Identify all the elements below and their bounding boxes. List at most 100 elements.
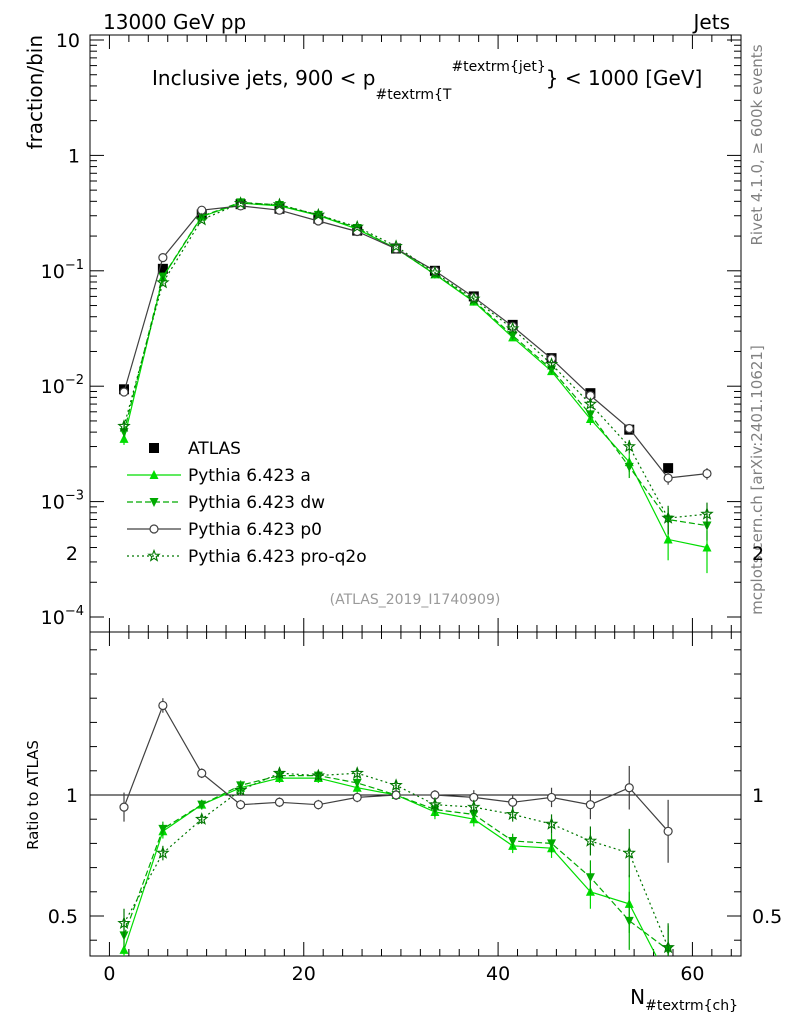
data-point — [350, 219, 364, 233]
series-pythia-6-423-a — [119, 198, 712, 574]
series-pythia-6-423-p0 — [119, 698, 673, 863]
data-point — [467, 800, 481, 813]
data-point — [544, 816, 559, 830]
data-point — [119, 802, 129, 812]
main-title: Inclusive jets, 900 < p#textrm{T#textrm{… — [152, 59, 702, 103]
data-point — [197, 768, 207, 778]
legend-label: Pythia 6.423 pro-q2o — [188, 547, 367, 567]
x-tick-label: 60 — [680, 963, 704, 985]
data-point — [119, 387, 129, 397]
data-point — [624, 423, 634, 434]
data-point — [508, 836, 518, 846]
data-point — [702, 542, 712, 552]
legend-marker — [149, 443, 159, 453]
data-point — [505, 807, 520, 821]
data-point — [311, 768, 326, 782]
source-label: mcplots.cern.ch [arXiv:2401.10621] — [748, 345, 766, 615]
ratio-y-tick-label-right: 1 — [752, 785, 764, 807]
ratio-y-tick-label: 0.5 — [48, 906, 78, 928]
data-point — [661, 510, 675, 524]
data-point — [197, 212, 207, 222]
legend: ATLAS Pythia 6.423 a Pythia 6.423 dw Pythia… — [127, 439, 367, 567]
data-point — [585, 873, 595, 883]
title-tail: } < 1000 [GeV] — [546, 66, 703, 90]
series-pythia-6-423-pro-q2o — [117, 196, 714, 535]
main-y-tick-label: 10−4 — [41, 604, 84, 629]
data-point — [467, 291, 481, 305]
ratio-y-label: Ratio to ATLAS — [24, 740, 42, 850]
data-point — [233, 196, 248, 209]
x-tick-label: 0 — [103, 963, 115, 985]
ratio-y-tick-label: 2 — [66, 543, 78, 565]
legend-label: Pythia 6.423 p0 — [188, 520, 322, 540]
data-point — [195, 212, 209, 226]
data-point — [117, 419, 131, 432]
series-line-pythia-6-423-pro-q2o — [123, 202, 708, 519]
series-pythia-6-423-dw — [119, 198, 712, 541]
data-point — [661, 940, 675, 954]
data-point — [233, 783, 248, 796]
main-panel: 10 1 10−1 10−2 10−3 10−4 fraction/bin Inclusi… — [23, 30, 742, 633]
data-point — [585, 410, 595, 420]
main-y-tick-label: 10−3 — [41, 489, 84, 514]
data-point — [389, 778, 403, 792]
data-point — [158, 824, 168, 834]
data-point — [352, 778, 362, 788]
x-axis-label: N#textrm{ch} — [630, 985, 738, 1014]
data-point — [469, 810, 479, 820]
title-main: Inclusive jets, 900 < p — [152, 66, 375, 90]
data-point — [508, 331, 518, 341]
data-point — [663, 826, 673, 836]
legend-label: ATLAS — [188, 439, 241, 459]
data-point — [350, 766, 364, 779]
main-y-tick-label: 10 — [56, 30, 80, 52]
data-point — [663, 534, 673, 544]
main-x-ticks — [108, 35, 732, 632]
data-point — [583, 833, 598, 847]
data-point — [547, 839, 557, 849]
ratio-y-tick-label-right: 0.5 — [752, 906, 782, 928]
data-point — [117, 916, 131, 929]
series-pythia-6-423-pro-q2o — [117, 766, 675, 956]
legend-label: Pythia 6.423 dw — [188, 493, 325, 513]
data-point — [663, 463, 674, 474]
data-point — [700, 506, 714, 520]
legend-marker — [149, 470, 159, 479]
data-point — [508, 797, 518, 807]
title-sub: #textrm{T — [375, 87, 451, 103]
main-y-label: fraction/bin — [23, 35, 47, 150]
analysis-id: (ATLAS_2019_I1740909) — [330, 592, 501, 608]
legend-entry-pythia-6-423-pro-q2o: Pythia 6.423 pro-q2o — [127, 547, 367, 567]
ratio-panel: 0.5 0.5 1 1 2 2 0 20 40 60 Ratio to ATLAS N#text… — [24, 543, 782, 1014]
rivet-label: Rivet 4.1.0, ≥ 600k events — [748, 44, 766, 245]
series-line-pythia-6-423-p0 — [123, 704, 669, 832]
ratio-series-group — [117, 698, 675, 983]
series-line-pythia-6-423-p0 — [123, 205, 708, 479]
data-point — [313, 800, 323, 810]
series-line-pythia-6-423-dw — [123, 201, 708, 527]
data-point — [195, 812, 209, 825]
legend-entry-pythia-6-423-a: Pythia 6.423 a — [127, 466, 311, 486]
data-point — [583, 397, 598, 410]
data-point — [428, 797, 442, 811]
main-y-ticks: 10 1 10−1 10−2 10−3 10−4 — [41, 30, 741, 629]
x-tick-label: 40 — [486, 963, 510, 985]
data-point — [236, 800, 246, 810]
legend-marker — [149, 524, 159, 534]
data-point — [585, 800, 595, 810]
data-point — [663, 473, 673, 483]
x-label-sub: #textrm{ch} — [645, 998, 738, 1014]
data-point — [197, 800, 207, 810]
data-point — [158, 253, 168, 263]
data-point — [274, 797, 285, 807]
data-point — [272, 197, 287, 211]
data-point — [624, 783, 634, 793]
data-point — [664, 974, 673, 983]
data-point — [624, 916, 634, 926]
data-point — [622, 439, 636, 453]
category-label: Jets — [692, 10, 730, 34]
x-tick-label: 20 — [292, 963, 316, 985]
data-point — [544, 357, 559, 370]
ratio-y-ticks: 0.5 0.5 1 1 2 2 — [48, 543, 782, 941]
data-point — [505, 321, 520, 335]
